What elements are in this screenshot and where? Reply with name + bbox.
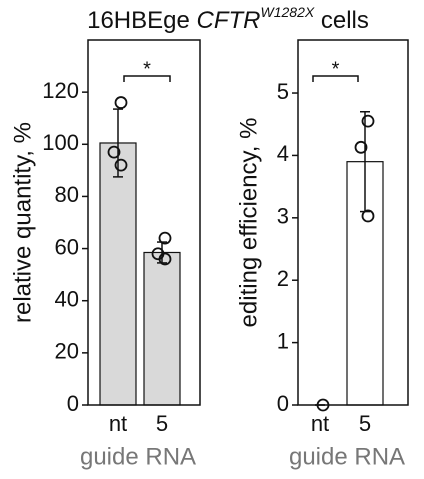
y-axis-label: editing efficiency, % [235, 118, 262, 328]
data-point [361, 114, 375, 128]
x-axis-label: guide RNA [289, 443, 405, 470]
y-tick-label: 0 [277, 391, 289, 416]
y-tick-label: 3 [277, 204, 289, 229]
x-tick-label: nt [109, 411, 127, 436]
data-point [114, 96, 128, 109]
significance-bracket [312, 75, 359, 82]
x-axis-label: guide RNA [80, 443, 196, 470]
data-point [158, 252, 172, 266]
y-tick-label: 1 [277, 328, 289, 353]
y-tick-label: 2 [277, 266, 289, 291]
data-point [114, 158, 128, 172]
data-point [354, 140, 368, 154]
x-tick-label: 5 [156, 411, 168, 436]
y-tick-label: 100 [42, 130, 79, 155]
plot-frame [297, 39, 409, 406]
y-tick-label: 40 [55, 287, 79, 312]
significance-bracket [123, 75, 171, 82]
bar [143, 251, 181, 406]
y-tick-label: 60 [55, 234, 79, 259]
y-axis-label: relative quantity, % [9, 122, 36, 323]
y-tick-label: 4 [277, 141, 289, 166]
plot-frame [87, 39, 201, 406]
data-point [158, 231, 172, 245]
title-gene: CFTR [197, 7, 261, 34]
y-tick-label: 5 [277, 79, 289, 104]
bar [99, 142, 137, 406]
x-tick-label: nt [311, 411, 329, 436]
data-point [361, 209, 375, 223]
y-tick-label: 20 [55, 339, 79, 364]
data-point [107, 145, 121, 159]
title-prefix: 16HBEge [87, 7, 190, 34]
significance-label: * [143, 58, 151, 80]
y-tick-label: 120 [42, 78, 79, 103]
x-tick-label: 5 [359, 411, 371, 436]
y-tick-label: 0 [67, 391, 79, 416]
title-suffix: cells [321, 7, 369, 34]
title-allele: W1282X [261, 4, 315, 20]
figure-title: 16HBEge CFTRW1282X cells [87, 4, 369, 35]
y-tick-label: 80 [55, 182, 79, 207]
significance-label: * [332, 58, 340, 80]
